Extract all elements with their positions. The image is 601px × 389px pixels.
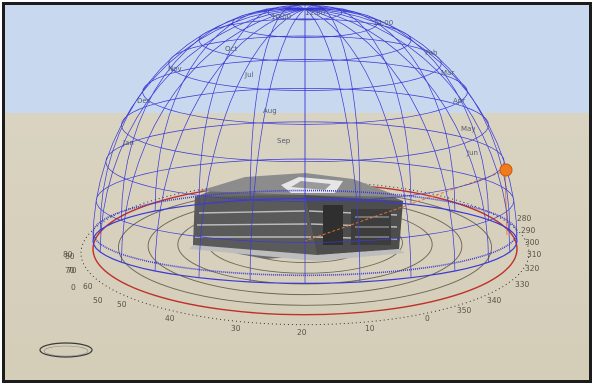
compass-label: 290 xyxy=(521,226,536,235)
dome-label: Jul xyxy=(244,71,254,79)
dome-meridian xyxy=(304,8,518,242)
compass-label: 10 xyxy=(365,324,375,333)
dome-meridian xyxy=(304,8,412,278)
dome-labels: 10:00 12:00 14:00 Jul Aug Sep Oct Nov De… xyxy=(122,9,478,157)
sun-path-3d-view[interactable]: 10:00 12:00 14:00 Jul Aug Sep Oct Nov De… xyxy=(5,5,589,380)
compass-label: 40 xyxy=(165,314,175,323)
altitude-labels: 0 50 70 80 xyxy=(63,250,103,305)
dome-parallel xyxy=(95,158,515,243)
dome-label: Apr xyxy=(453,97,465,105)
dome-meridian xyxy=(99,8,306,253)
dome-label: Mar xyxy=(441,69,454,77)
dome-label: Jun xyxy=(466,149,478,157)
sky xyxy=(5,5,589,113)
compass-label: 330 xyxy=(515,280,530,289)
compass-label: 80 xyxy=(65,252,75,261)
compass-label: 70 xyxy=(67,266,77,275)
compass-labels: 0 10 20 30 40 50 60 70 80 280 290 300 31… xyxy=(65,214,542,337)
sun-marker[interactable] xyxy=(499,163,513,177)
compass-label: 300 xyxy=(525,238,540,247)
compass-tick-ring xyxy=(80,180,530,326)
dome-label: 14:00 xyxy=(373,19,393,27)
compass-label: 280 xyxy=(517,214,532,223)
dome-meridian xyxy=(304,7,489,220)
dome-meridian xyxy=(92,8,306,242)
compass-label: 0 xyxy=(425,314,430,323)
dome-label: May xyxy=(461,125,475,133)
altitude-label: 50 xyxy=(93,296,103,305)
compass-label: 320 xyxy=(525,264,540,273)
dome-parallel xyxy=(121,87,489,163)
dome-label: 12:00 xyxy=(305,9,325,17)
dome-meridian xyxy=(99,8,306,231)
dome-label: Sep xyxy=(277,137,291,145)
dome-base-edge xyxy=(92,189,518,277)
compass-label: 310 xyxy=(527,250,542,259)
compass-label: 340 xyxy=(487,296,502,305)
sun-path-dome xyxy=(92,5,518,285)
compass-label: 50 xyxy=(117,300,127,309)
altitude-label: 0 xyxy=(71,283,76,292)
sun-ray xyxy=(304,170,506,242)
compass-label: 350 xyxy=(457,306,472,315)
compass-label: 60 xyxy=(83,282,93,291)
dome-meridian xyxy=(121,8,306,263)
dome-label: 10:00 xyxy=(271,13,291,21)
dome-meridian xyxy=(154,6,306,212)
dome-meridian xyxy=(304,6,456,212)
dome-meridian xyxy=(304,8,489,263)
dome-label: Aug xyxy=(263,107,277,115)
dome-label: Dec xyxy=(137,97,151,105)
dome-meridian xyxy=(304,8,511,253)
dome-parallel xyxy=(267,5,343,21)
navigation-compass-widget[interactable] xyxy=(39,342,93,358)
dome-meridian xyxy=(198,8,306,278)
dome-meridian xyxy=(249,5,306,201)
dome-parallel xyxy=(168,35,442,91)
dome-meridian xyxy=(304,8,361,283)
dome-parallel xyxy=(92,198,518,285)
dome-parallel xyxy=(232,8,378,38)
dome-label: Jan xyxy=(122,139,134,147)
dome-parallel xyxy=(198,18,412,62)
dome-label: Oct xyxy=(225,45,237,53)
dome-label: Nov xyxy=(168,65,182,73)
dome-meridian xyxy=(249,8,306,283)
compass-label: 20 xyxy=(297,328,307,337)
dome-parallel xyxy=(142,59,468,125)
dome-label: Feb xyxy=(425,49,438,57)
compass-label: 30 xyxy=(231,324,241,333)
dome-parallel xyxy=(105,121,505,202)
altitude-label: 80 xyxy=(63,250,73,259)
sun-path-viewport-frame: 10:00 12:00 14:00 Jul Aug Sep Oct Nov De… xyxy=(2,2,592,383)
altitude-label: 70 xyxy=(65,266,75,275)
